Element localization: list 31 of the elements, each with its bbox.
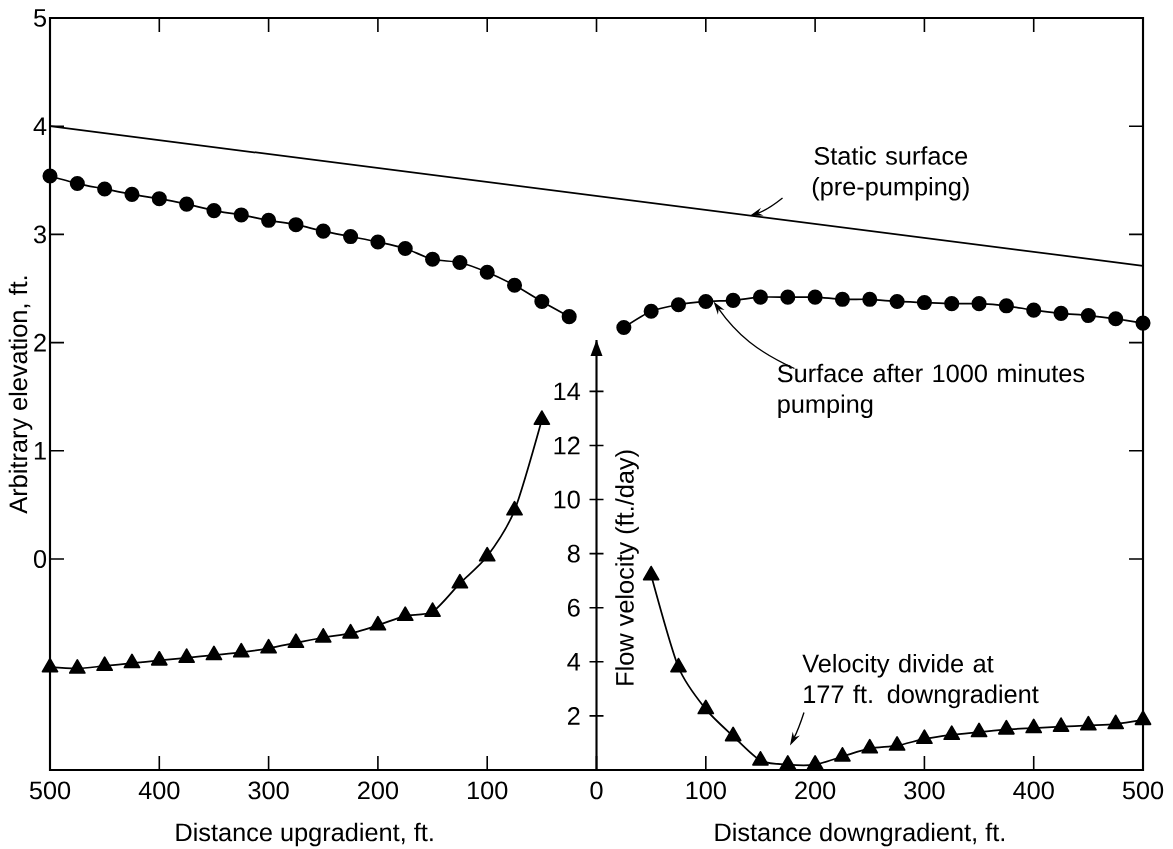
x-tick-label: 300 [248,781,289,800]
y-tick-label: 5 [33,9,47,27]
x-tick-label: 200 [358,781,399,800]
y-axis-title: Arbitrary elevation, ft. [8,276,33,514]
x-tick-label: 300 [904,781,945,800]
annotation: Static surface (pre-pumping) [812,146,969,201]
y-tick-label: 1 [34,442,46,460]
y2-tick-label: 2 [567,707,580,725]
annotation: Surface after 1000 minutes pumping [777,363,1085,419]
y-tick-label: 2 [34,333,46,352]
annotation: Velocity divide at 177 ft. downgradient [802,653,1039,709]
x-tick-label: 400 [1013,781,1054,800]
y2-tick-label: 6 [567,598,580,617]
y2-axis-title: Flow velocity (ft./day) [615,450,639,685]
y2-tick-label: 14 [554,382,581,401]
x-tick-label: 400 [138,781,180,800]
y2-tick-label: 8 [567,544,580,563]
x-axis-title: Distance upgradient, ft. [176,822,433,847]
x-tick-label: 500 [1122,781,1164,800]
y2-tick-label: 10 [554,490,580,509]
x-tick-label: 500 [29,781,71,800]
y2-tick-label: 12 [554,436,580,455]
y2-tick-label: 4 [567,653,581,671]
x-tick-label: 200 [795,781,836,800]
text: Distance downgradient, ft. [715,822,1004,847]
y-tick-label: 3 [33,225,46,244]
y-tick-label: 4 [33,117,47,135]
y-tick-label: 0 [33,550,47,568]
x-tick-label: 0 [590,781,603,800]
x-tick-label: 100 [468,781,508,800]
x-tick-label: 100 [686,781,726,800]
